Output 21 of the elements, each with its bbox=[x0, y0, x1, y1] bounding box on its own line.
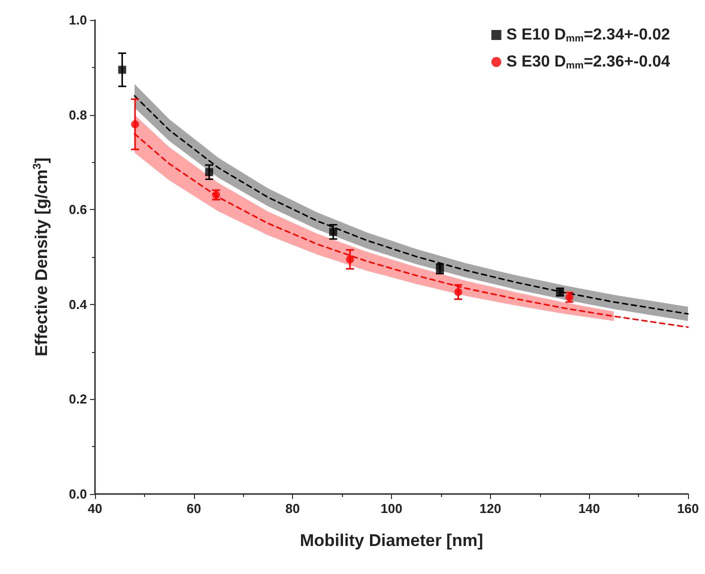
y-tick-label: 0.6 bbox=[68, 202, 87, 218]
point bbox=[131, 120, 140, 128]
point bbox=[205, 168, 214, 176]
y-tick-label: 1.0 bbox=[68, 12, 87, 28]
x-axis-title: Mobility Diameter [nm] bbox=[300, 531, 484, 550]
x-tick-label: 60 bbox=[186, 501, 202, 516]
y-tick-label: 0.2 bbox=[68, 392, 87, 407]
x-tick-label: 40 bbox=[88, 501, 102, 516]
point bbox=[118, 66, 126, 74]
y-tick-label: 0.4 bbox=[68, 296, 88, 312]
x-tick-label: 80 bbox=[285, 501, 300, 516]
x-tick-label: 120 bbox=[479, 501, 502, 516]
point bbox=[454, 288, 462, 296]
y-tick-label: 0.0 bbox=[68, 486, 87, 502]
x-tick-label: 160 bbox=[677, 501, 699, 516]
y-tick-label: 0.8 bbox=[68, 107, 87, 122]
point bbox=[346, 255, 354, 264]
point bbox=[329, 228, 338, 236]
y-axis-title: Effective Density [g/cm3] bbox=[32, 158, 51, 356]
x-tick-label: 100 bbox=[380, 501, 402, 516]
x-tick-label: 140 bbox=[578, 501, 600, 516]
